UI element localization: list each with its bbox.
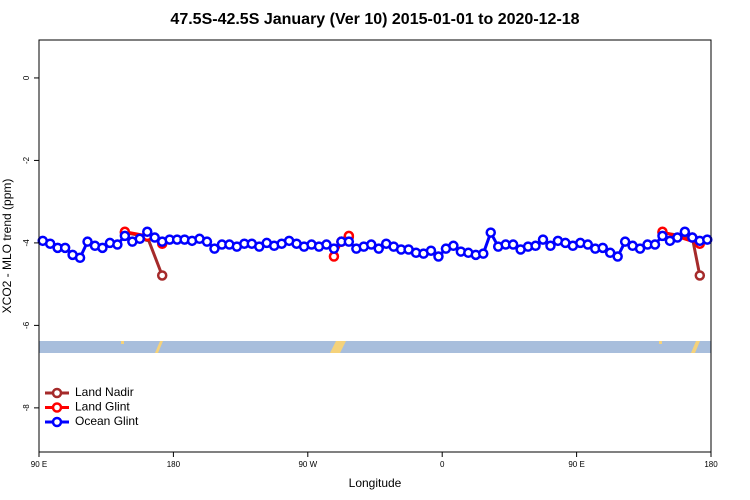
point <box>149 232 160 243</box>
point <box>134 233 146 245</box>
point <box>478 248 489 259</box>
legend-marker <box>51 402 63 413</box>
point <box>343 236 355 247</box>
y-tick-label: -6 <box>22 321 31 329</box>
point <box>582 239 594 250</box>
streak <box>691 341 700 353</box>
point <box>44 238 56 249</box>
x-tick-label: 90 E <box>568 460 584 469</box>
y-tick-label: -2 <box>22 156 31 164</box>
point <box>321 239 332 250</box>
point <box>694 270 706 281</box>
y-tick-label: 0 <box>22 75 31 80</box>
point <box>119 230 131 242</box>
point <box>702 234 713 245</box>
point <box>507 239 519 250</box>
x-tick-label: 90 W <box>298 460 317 469</box>
point <box>649 239 661 250</box>
y-axis-label: XCO2 - MLO trend (ppm) <box>0 179 14 314</box>
legend-marker <box>51 416 63 428</box>
x-tick-label: 180 <box>167 460 181 469</box>
land-streaks <box>121 341 700 353</box>
x-axis-label: Longitude <box>349 476 402 490</box>
point <box>485 227 496 238</box>
legend-label: Land Nadir <box>75 385 134 399</box>
point <box>672 232 683 243</box>
point <box>366 239 377 250</box>
point <box>679 226 691 238</box>
point <box>142 226 153 238</box>
streak <box>330 341 346 353</box>
point <box>619 236 631 247</box>
point <box>530 240 541 252</box>
streak <box>121 341 124 344</box>
plot-frame <box>38 39 712 453</box>
point <box>82 236 93 247</box>
point <box>74 252 86 264</box>
point <box>657 230 668 242</box>
point <box>612 251 623 262</box>
point <box>433 251 444 262</box>
plot-area <box>37 226 713 281</box>
x-tick-label: 90 E <box>31 460 47 469</box>
legend-label: Ocean Glint <box>75 414 139 428</box>
chart-title: 47.5S-42.5S January (Ver 10) 2015-01-01 … <box>170 11 579 28</box>
point <box>537 234 549 245</box>
streak <box>659 341 662 344</box>
point <box>425 245 437 256</box>
legend-marker <box>51 387 63 399</box>
y-tick-label: -8 <box>22 404 31 412</box>
x-tick-label: 180 <box>704 460 718 469</box>
point <box>545 240 556 252</box>
legend-label: Land Glint <box>75 400 130 414</box>
point <box>448 240 459 252</box>
point <box>112 239 123 250</box>
streak <box>155 341 163 353</box>
x-tick-label: 0 <box>440 460 445 469</box>
point <box>373 243 384 254</box>
point <box>97 242 108 254</box>
point <box>328 243 340 254</box>
point <box>597 242 608 254</box>
point <box>209 243 220 254</box>
y-tick-label: -4 <box>22 239 31 247</box>
point <box>156 270 168 281</box>
mask-band <box>39 341 711 353</box>
point <box>59 242 71 254</box>
point <box>634 243 646 254</box>
point <box>201 236 213 247</box>
